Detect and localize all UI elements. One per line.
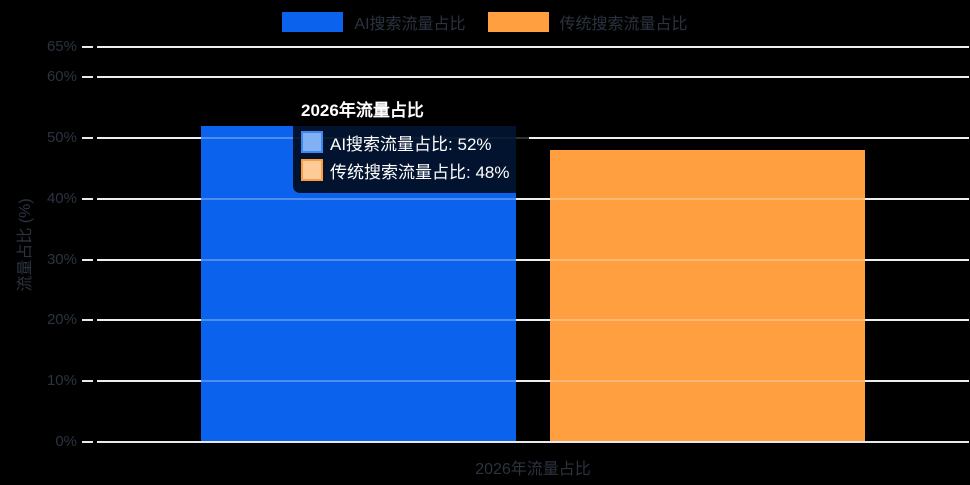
axis-tick-mark: [82, 76, 93, 79]
tooltip-row-label: 传统搜索流量占比: 48%: [330, 162, 510, 182]
axis-tick-mark: [82, 46, 93, 48]
grid-line-overlay: [97, 137, 969, 140]
axis-tick-mark: [82, 380, 93, 383]
grid-line-overlay: [97, 258, 969, 261]
grid-line: [97, 380, 969, 383]
grid-line: [97, 319, 969, 322]
grid-line: [97, 76, 969, 79]
grid-line-overlay: [97, 46, 969, 48]
tooltip: 2026年流量占比 AI搜索流量占比: 52% 传统搜索流量占比: 48%: [293, 92, 529, 193]
y-tick-label: 60%: [46, 68, 77, 86]
axis-tick-mark: [82, 441, 93, 443]
grid-line-overlay: [97, 319, 969, 322]
legend-item-label: 传统搜索流量占比: [559, 16, 688, 33]
grid-line: [97, 137, 969, 140]
grid-line: [97, 46, 969, 48]
axis-tick-mark: [82, 258, 93, 261]
y-tick-label: 0%: [55, 433, 77, 450]
bar-traditional-search[interactable]: [550, 150, 865, 441]
tooltip-row: 传统搜索流量占比: 48%: [301, 156, 519, 184]
legend-item-label: AI搜索流量占比: [354, 16, 466, 33]
tooltip-row-label: AI搜索流量占比: 52%: [330, 134, 492, 154]
legend-swatch: [487, 12, 549, 32]
grid-line: [97, 258, 969, 261]
tooltip-rows: AI搜索流量占比: 52% 传统搜索流量占比: 48%: [301, 128, 519, 184]
y-tick-label: 40%: [46, 189, 77, 207]
legend-item-traditional-search[interactable]: 传统搜索流量占比: [487, 10, 688, 34]
axis-tick-mark: [82, 137, 93, 140]
tooltip-color-swatch: [301, 159, 323, 181]
axis-tick-mark: [82, 197, 93, 200]
legend-item-ai-search[interactable]: AI搜索流量占比: [282, 10, 466, 34]
grid-line-overlay: [97, 76, 969, 79]
legend-swatch: [282, 12, 344, 32]
y-tick-label: 30%: [46, 250, 77, 268]
tooltip-title: 2026年流量占比: [301, 101, 424, 120]
grid-line: [97, 197, 969, 200]
y-tick-label: 65%: [46, 38, 77, 55]
grid-line-overlay: [97, 197, 969, 200]
y-tick-label: 50%: [46, 129, 77, 147]
x-axis-label: 2026年流量占比: [475, 461, 591, 478]
y-tick-label: 20%: [46, 311, 77, 329]
axis-tick-mark: [82, 319, 93, 322]
tooltip-color-swatch: [301, 131, 323, 153]
y-tick-label: 10%: [46, 372, 77, 390]
tooltip-row: AI搜索流量占比: 52%: [301, 128, 519, 156]
chart-legend: AI搜索流量占比 传统搜索流量占比: [0, 10, 970, 34]
grid-line-overlay: [97, 380, 969, 383]
grid-line: [97, 441, 969, 443]
